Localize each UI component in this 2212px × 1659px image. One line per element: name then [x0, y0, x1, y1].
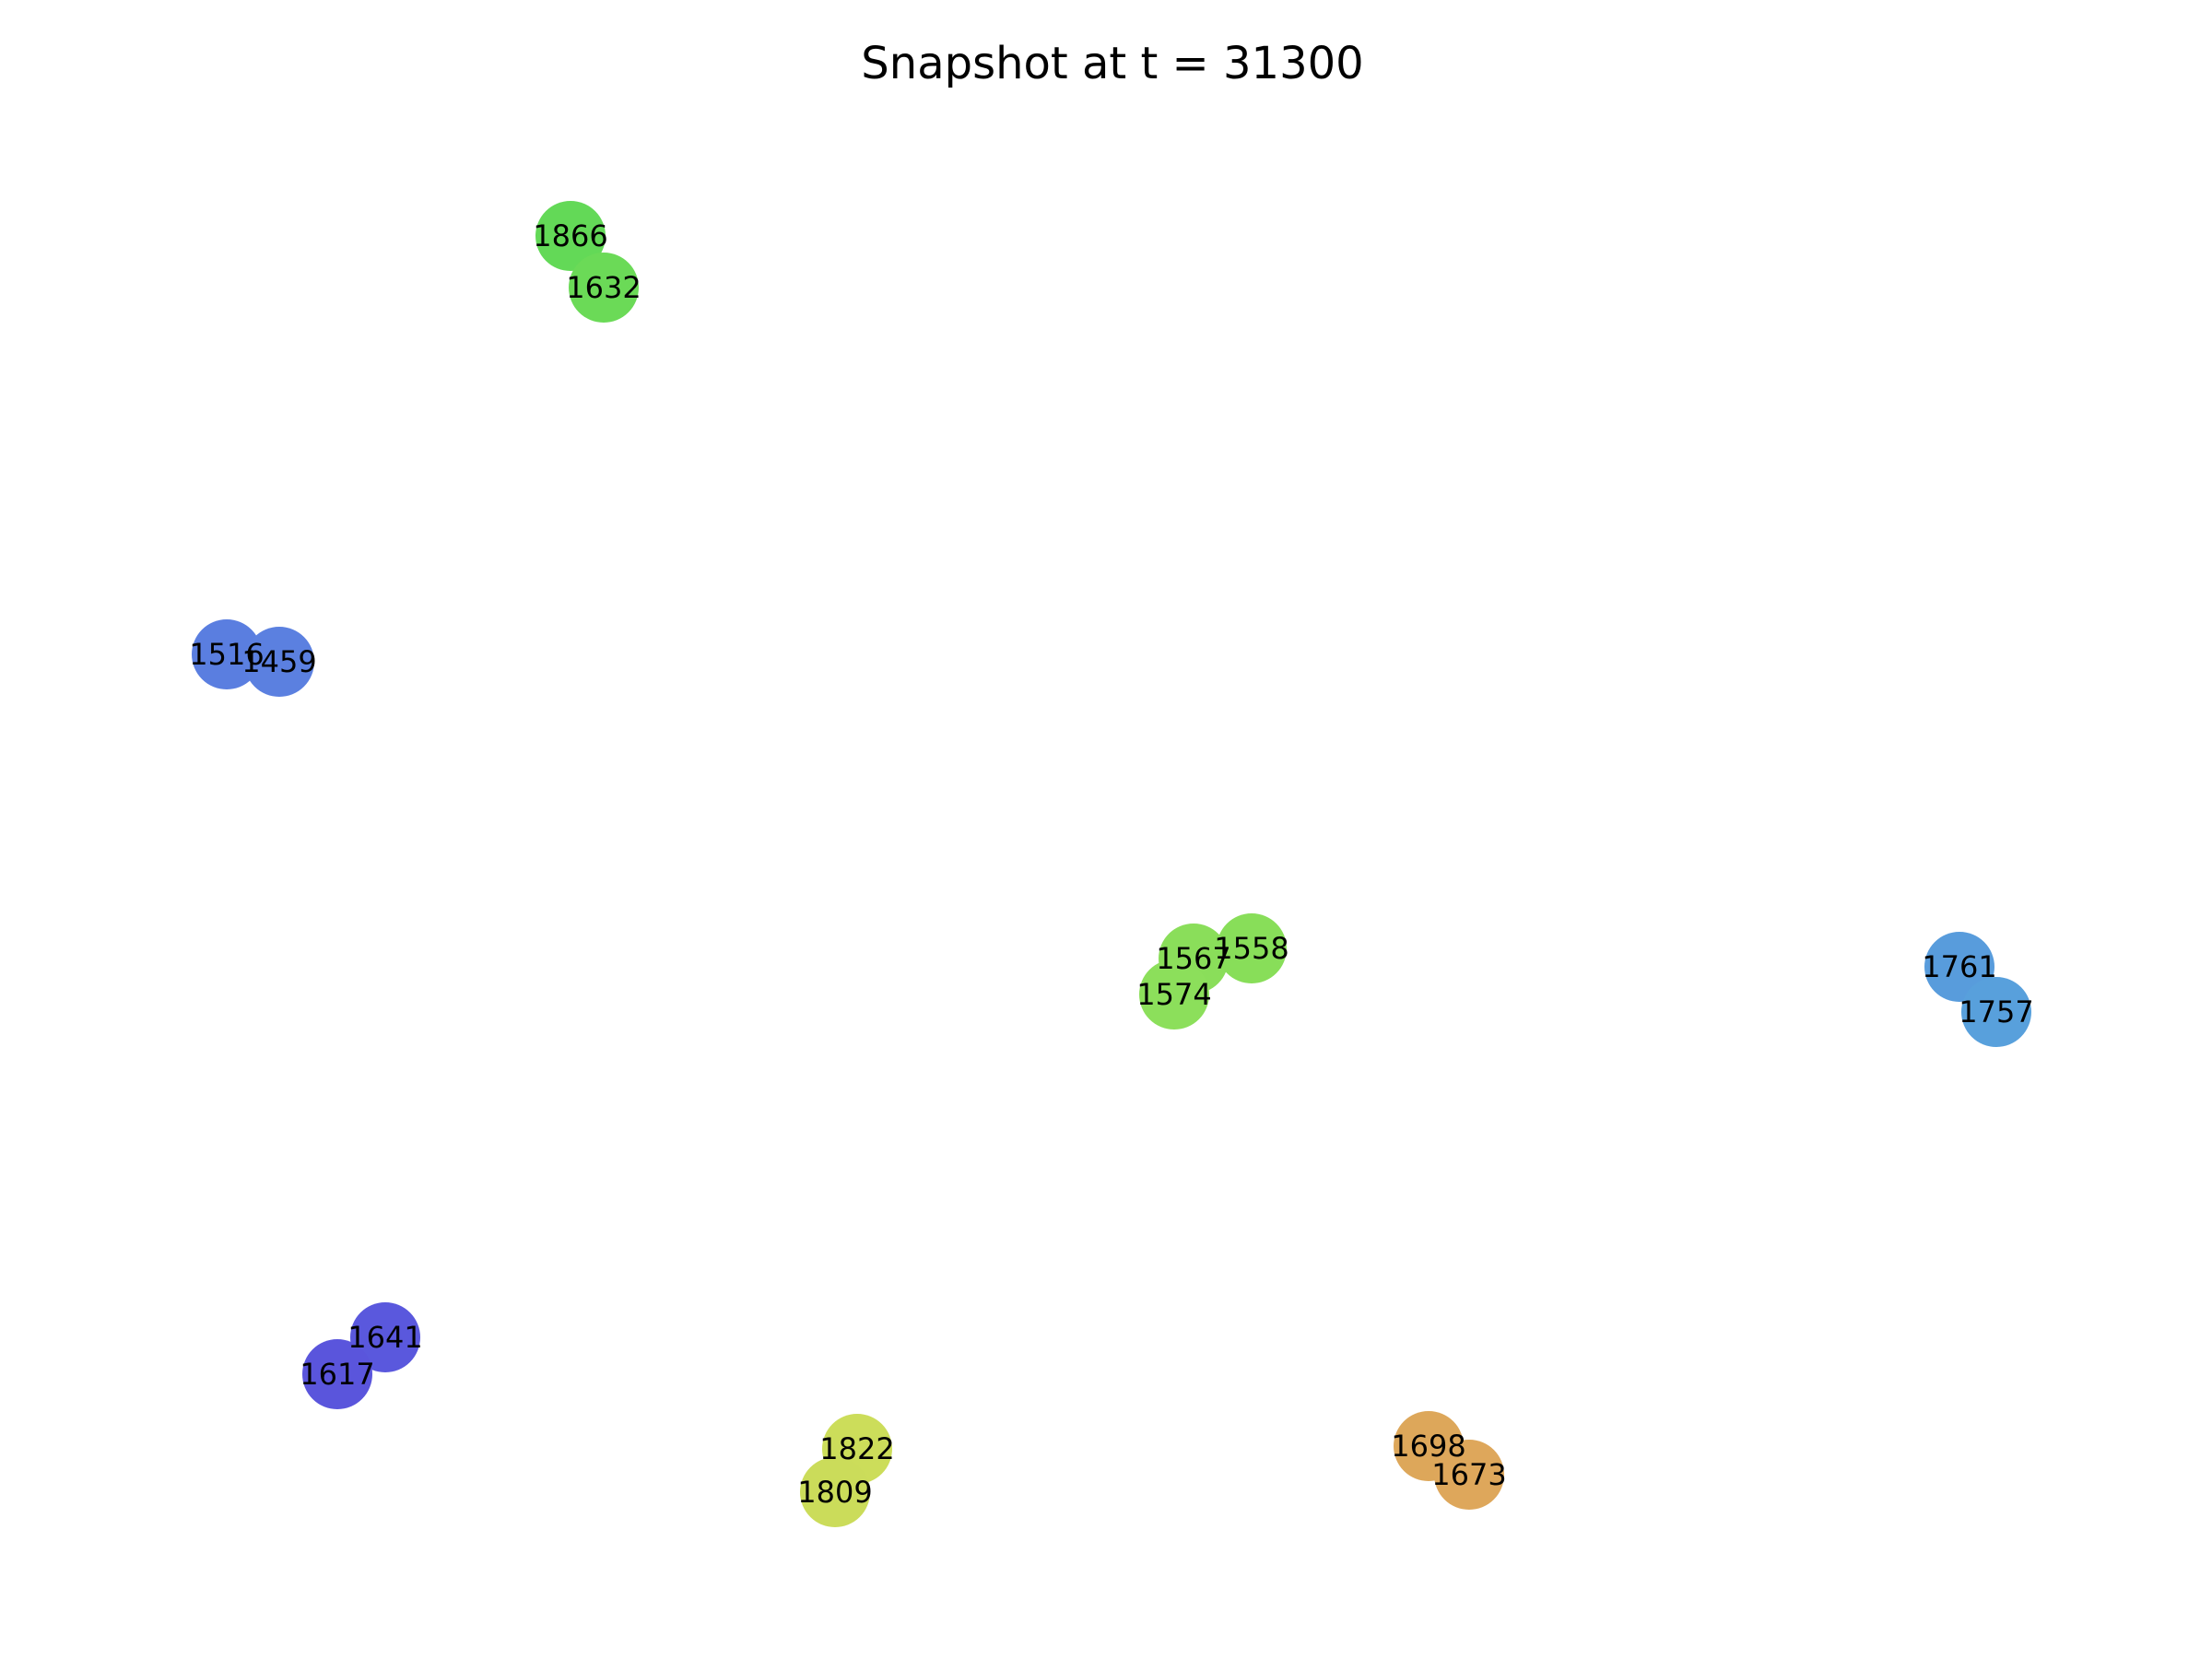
node-1558 — [1217, 913, 1287, 983]
node-label-1516: 1516 — [189, 637, 264, 672]
node-label-1567: 1567 — [1156, 941, 1230, 976]
node-1459 — [244, 627, 314, 697]
node-1516 — [192, 619, 262, 689]
node-label-1822: 1822 — [819, 1431, 894, 1466]
node-1617 — [302, 1339, 372, 1409]
node-1757 — [1961, 977, 2031, 1047]
node-1809 — [800, 1457, 870, 1527]
node-1866 — [535, 201, 606, 271]
node-label-1761: 1761 — [1922, 949, 1996, 984]
node-1632 — [569, 253, 639, 323]
node-1574 — [1139, 959, 1209, 1030]
node-label-1574: 1574 — [1136, 977, 1211, 1012]
node-label-1617: 1617 — [300, 1357, 374, 1392]
figure-title: Snapshot at t = 31300 — [861, 38, 1363, 89]
node-label-1641: 1641 — [347, 1320, 422, 1355]
node-label-1558: 1558 — [1214, 931, 1288, 966]
node-label-1809: 1809 — [797, 1475, 872, 1510]
node-label-1866: 1866 — [533, 218, 607, 253]
node-label-1698: 1698 — [1391, 1429, 1465, 1464]
node-label-1632: 1632 — [566, 270, 641, 305]
node-label-1459: 1459 — [241, 644, 316, 679]
node-circles — [192, 201, 2031, 1527]
node-label-1673: 1673 — [1431, 1457, 1506, 1492]
node-1673 — [1434, 1440, 1504, 1510]
node-1641 — [350, 1302, 420, 1372]
node-label-1757: 1757 — [1959, 994, 2033, 1030]
